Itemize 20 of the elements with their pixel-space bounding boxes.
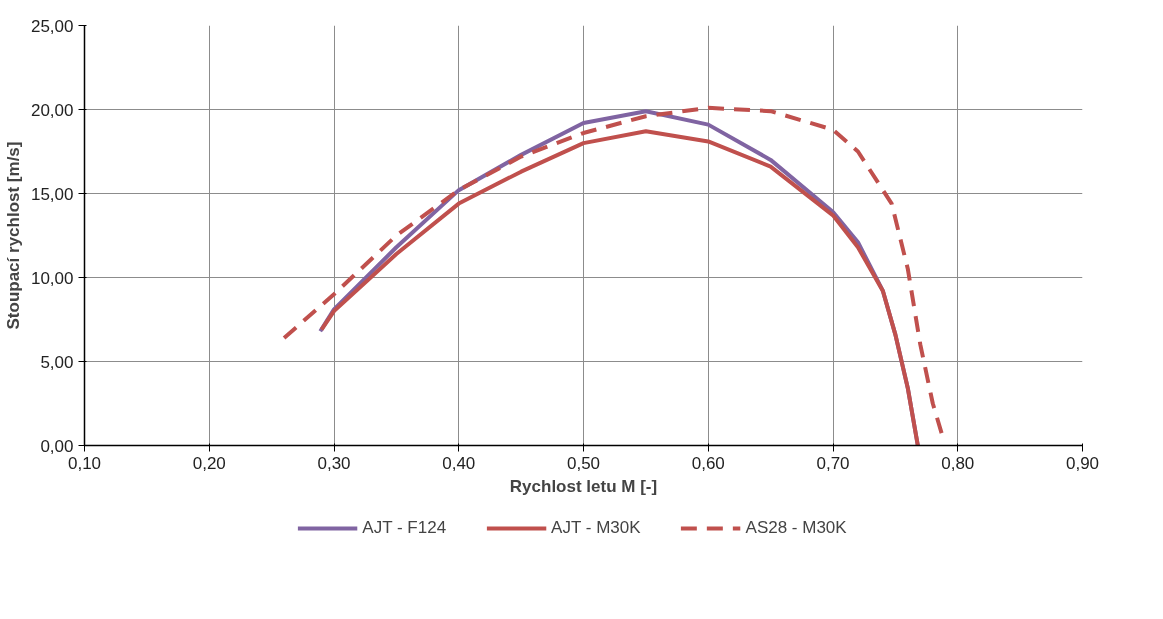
legend-label: AJT - F124 [362, 518, 447, 538]
x-tick-label: 0,80 [941, 453, 975, 473]
x-axis-title: Rychlost letu M [-] [509, 476, 658, 496]
legend-label: AS28 - M30K [745, 518, 847, 538]
y-tick-label: 25,00 [30, 16, 74, 36]
x-tick-label: 0,50 [566, 453, 601, 473]
y-tick-label: 20,00 [30, 100, 74, 120]
x-tick-label: 0,60 [691, 453, 725, 473]
x-tick-label: 0,40 [442, 453, 476, 473]
y-tick-label: 10,00 [30, 268, 74, 288]
y-tick-label: 5,00 [40, 352, 74, 372]
x-tick-label: 0,20 [192, 453, 226, 473]
y-tick-label: 0,00 [40, 436, 74, 456]
x-tick-label: 0,70 [816, 453, 850, 473]
x-tick-label: 0,30 [317, 453, 351, 473]
x-tick-label: 0,10 [67, 453, 102, 473]
y-axis-title: Stoupací rychlost [m/s] [3, 141, 23, 330]
y-tick-label: 15,00 [30, 184, 74, 204]
legend-label: AJT - M30K [551, 518, 641, 538]
x-tick-label: 0,90 [1065, 453, 1100, 473]
